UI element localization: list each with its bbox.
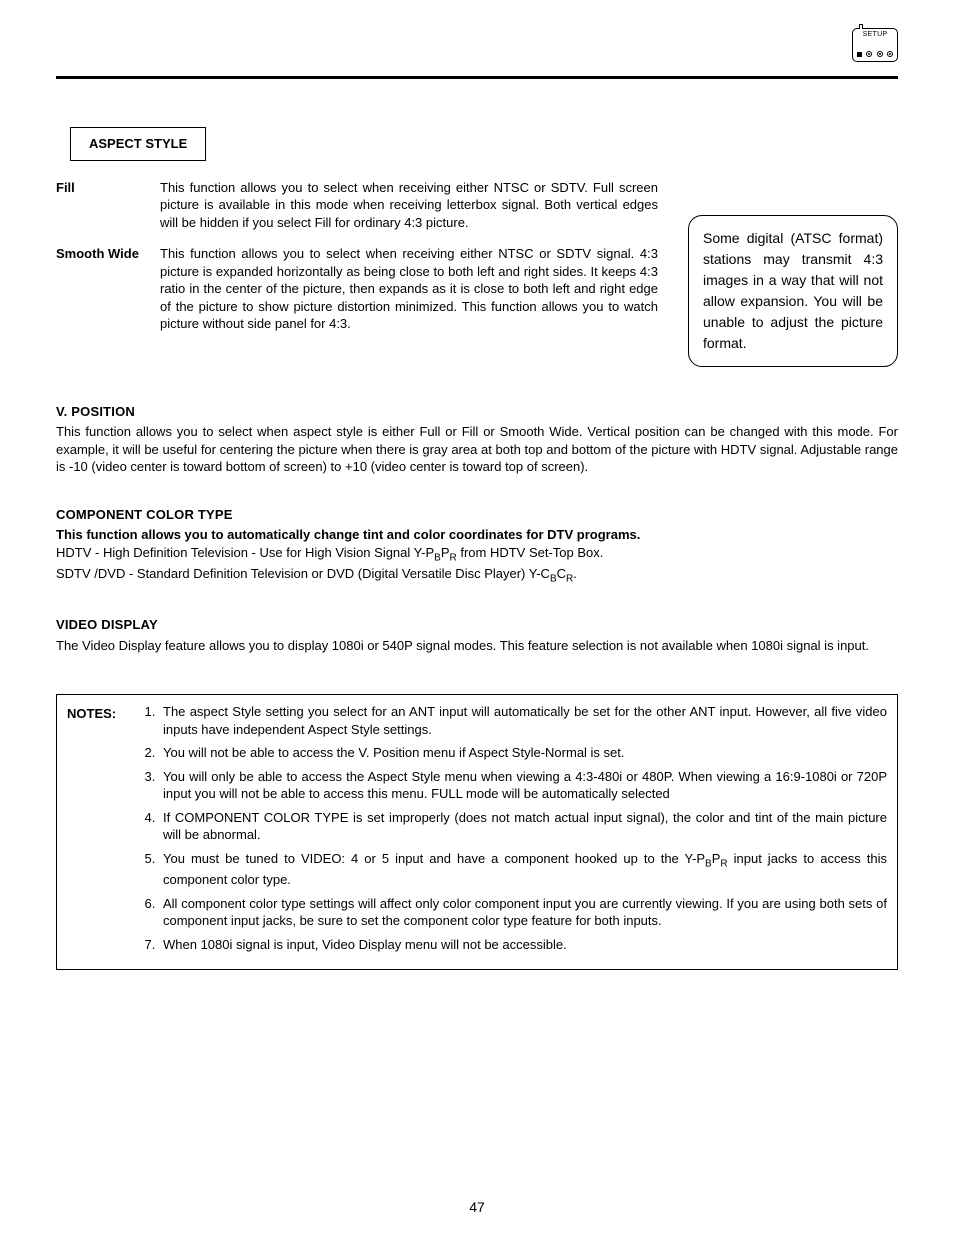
note-item: The aspect Style setting you select for … (159, 703, 887, 738)
note-item: If COMPONENT COLOR TYPE is set improperl… (159, 809, 887, 844)
component-color-subtitle: This function allows you to automaticall… (56, 526, 898, 544)
aspect-item-smooth-wide: Smooth Wide This function allows you to … (56, 245, 658, 333)
v-position-title: V. POSITION (56, 403, 898, 421)
video-display-section: VIDEO DISPLAY The Video Display feature … (56, 616, 898, 654)
note-item: When 1080i signal is input, Video Displa… (159, 936, 887, 954)
aspect-desc: This function allows you to select when … (160, 179, 658, 232)
page-number: 47 (0, 1199, 954, 1215)
manual-page: SETUP ASPECT STYLE Fill This function al… (0, 0, 954, 1235)
component-color-sdtv-line: SDTV /DVD - Standard Definition Televisi… (56, 565, 898, 586)
v-position-body: This function allows you to select when … (56, 423, 898, 476)
component-color-section: COMPONENT COLOR TYPE This function allow… (56, 506, 898, 586)
aspect-style-heading-box: ASPECT STYLE (70, 127, 206, 161)
setup-badge-icons (856, 51, 894, 58)
setup-badge: SETUP (852, 28, 898, 62)
note-item: You must be tuned to VIDEO: 4 or 5 input… (159, 850, 887, 889)
video-display-body: The Video Display feature allows you to … (56, 637, 898, 655)
aspect-term: Smooth Wide (56, 245, 160, 333)
notes-box: NOTES: The aspect Style setting you sele… (56, 694, 898, 970)
v-position-section: V. POSITION This function allows you to … (56, 403, 898, 476)
component-color-title: COMPONENT COLOR TYPE (56, 506, 898, 524)
aspect-style-section: Fill This function allows you to select … (56, 179, 898, 367)
aspect-term: Fill (56, 179, 160, 232)
note-item: You will only be able to access the Aspe… (159, 768, 887, 803)
notes-label: NOTES: (67, 703, 137, 959)
note-item: You will not be able to access the V. Po… (159, 744, 887, 762)
note-item: All component color type settings will a… (159, 895, 887, 930)
notes-list: The aspect Style setting you select for … (137, 703, 887, 959)
aspect-item-fill: Fill This function allows you to select … (56, 179, 658, 232)
atsc-callout-box: Some digital (ATSC format) stations may … (688, 215, 898, 367)
component-color-hdtv-line: HDTV - High Definition Television - Use … (56, 544, 898, 565)
page-content: ASPECT STYLE Fill This function allows y… (56, 79, 898, 970)
aspect-desc: This function allows you to select when … (160, 245, 658, 333)
setup-badge-label: SETUP (863, 31, 888, 38)
video-display-title: VIDEO DISPLAY (56, 616, 898, 634)
